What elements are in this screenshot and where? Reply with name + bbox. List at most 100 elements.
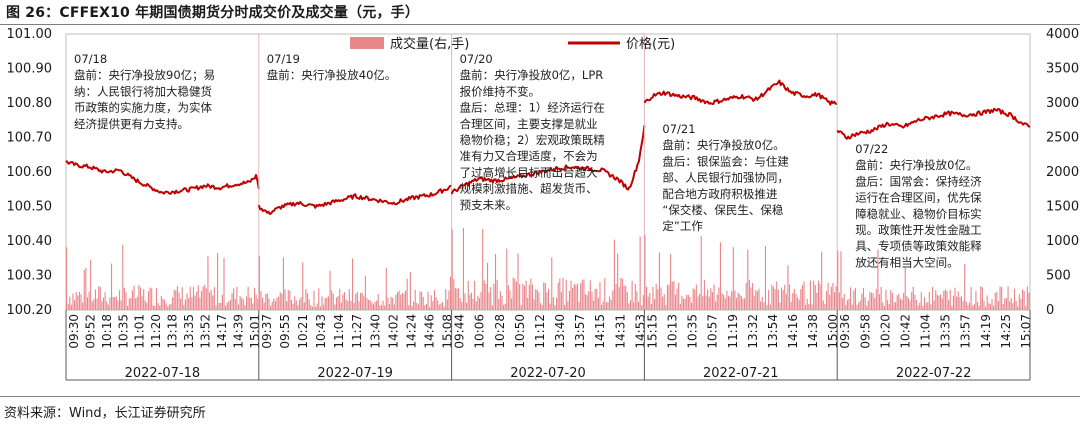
volume-bar	[173, 289, 175, 310]
volume-bar	[234, 298, 236, 310]
volume-bar	[840, 251, 842, 310]
volume-bar	[771, 284, 773, 310]
volume-bar	[576, 283, 579, 310]
volume-bar	[1026, 286, 1028, 310]
volume-bar	[197, 285, 199, 310]
volume-bar	[650, 303, 652, 310]
annotation-line: 报价维持不变。	[460, 84, 540, 98]
volume-bar	[298, 299, 301, 310]
volume-bar	[543, 282, 545, 310]
volume-bar	[649, 292, 651, 310]
volume-bar	[93, 299, 95, 310]
volume-bar	[827, 282, 829, 310]
volume-bar	[311, 306, 313, 310]
volume-bar	[66, 247, 68, 310]
legend-label-volume: 成交量(右,手)	[390, 36, 469, 52]
volume-bar	[326, 297, 328, 310]
volume-bar	[772, 286, 775, 310]
right-axis-tick-label: 4000	[1046, 27, 1079, 42]
volume-bar	[674, 294, 677, 310]
volume-bar	[453, 279, 455, 310]
volume-bar	[564, 304, 566, 310]
volume-bar	[885, 289, 887, 310]
time-tick-label: 13:57	[573, 314, 587, 349]
volume-bar	[102, 297, 105, 310]
volume-bar	[94, 289, 97, 310]
volume-bar	[777, 289, 779, 310]
volume-bar	[295, 300, 297, 310]
volume-bar	[69, 296, 71, 310]
volume-bar	[981, 287, 983, 310]
time-tick-label: 10:42	[899, 314, 913, 349]
volume-bar	[501, 295, 503, 310]
volume-bar	[560, 291, 562, 310]
annotation-line: 盘前：央行净投放0亿。	[662, 138, 784, 152]
annotation-line: 放还有相当大空间。	[855, 255, 959, 269]
volume-bar	[954, 287, 956, 310]
volume-bar	[581, 279, 583, 310]
volume-bar	[369, 300, 371, 310]
volume-bar	[719, 242, 722, 310]
volume-bar	[880, 286, 882, 310]
volume-bar	[944, 289, 946, 310]
volume-bar	[985, 306, 987, 310]
volume-bar	[591, 291, 593, 310]
volume-bar	[621, 278, 624, 310]
volume-bar	[1018, 294, 1020, 310]
price-line	[836, 107, 1031, 140]
volume-bar	[483, 280, 485, 310]
volume-bar	[245, 296, 248, 310]
volume-bar	[176, 286, 178, 310]
volume-bar	[623, 285, 625, 310]
source-divider	[0, 396, 1080, 397]
volume-bar	[120, 300, 122, 310]
right-axis-tick-label: 3000	[1046, 96, 1079, 111]
left-axis-tick-label: 100.40	[7, 234, 53, 249]
price-line	[643, 79, 838, 106]
volume-bar	[933, 300, 935, 310]
volume-bar	[374, 301, 376, 310]
volume-bar	[546, 292, 548, 310]
volume-bar	[705, 295, 707, 310]
volume-bar	[387, 297, 389, 310]
volume-bar	[297, 305, 299, 310]
volume-bar	[480, 291, 482, 310]
volume-bar	[617, 253, 619, 310]
volume-bar	[401, 292, 403, 310]
annotation-line: 部、人民银行加强协同，	[662, 171, 789, 185]
volume-bar	[634, 283, 636, 310]
volume-bar	[107, 304, 109, 310]
volume-bar	[250, 297, 252, 310]
volume-bar	[901, 300, 903, 310]
volume-bar	[795, 293, 797, 310]
volume-bar	[266, 293, 268, 310]
time-tick-label: 13:35	[939, 314, 953, 349]
volume-bar	[642, 295, 644, 310]
volume-bar	[610, 300, 612, 310]
volume-bar	[528, 284, 530, 310]
volume-bar	[750, 287, 752, 310]
volume-bar	[774, 289, 776, 310]
volume-bar	[891, 292, 893, 310]
volume-bar	[1020, 298, 1022, 310]
time-tick-label: 14:46	[423, 314, 437, 349]
volume-bar	[223, 257, 225, 310]
volume-bar	[491, 305, 493, 310]
volume-bar	[249, 297, 251, 310]
volume-bar	[448, 290, 450, 310]
volume-bar	[676, 288, 678, 310]
volume-bar	[146, 303, 148, 310]
volume-bar	[470, 292, 472, 310]
volume-bar	[361, 292, 363, 310]
volume-bar	[449, 276, 452, 310]
volume-bar	[764, 246, 767, 310]
volume-bar	[896, 295, 898, 310]
annotation-date: 07/18	[74, 52, 107, 66]
volume-bar	[294, 296, 296, 310]
volume-bar	[866, 305, 868, 310]
volume-bar	[825, 290, 828, 310]
time-tick-label: 09:55	[278, 314, 292, 349]
volume-bar	[358, 301, 360, 310]
volume-bar	[355, 293, 357, 310]
volume-bar	[164, 299, 166, 310]
